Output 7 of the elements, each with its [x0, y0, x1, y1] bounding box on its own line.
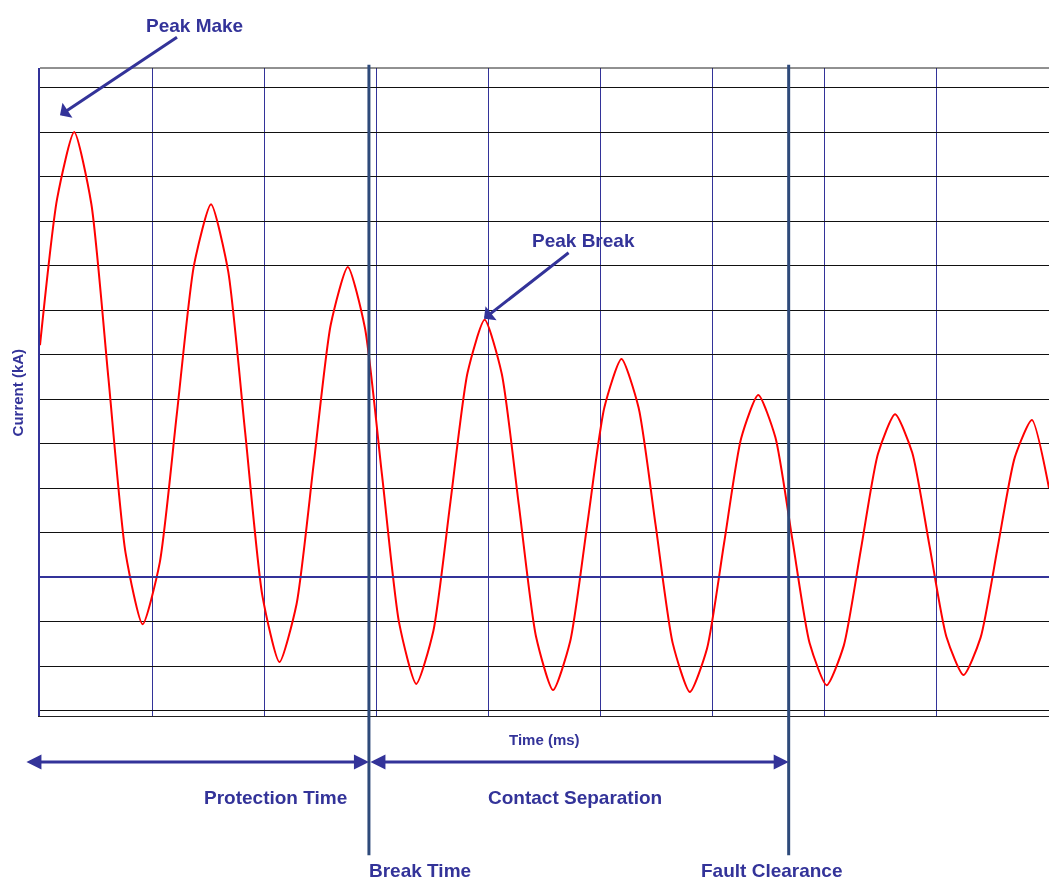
- text: Contact Separation: [488, 787, 663, 808]
- text: Break Time: [369, 860, 472, 881]
- text: Protection Time: [204, 787, 348, 808]
- y-axis-title: Current (kA): [9, 348, 27, 437]
- text: Fault Clearance: [701, 860, 843, 881]
- text: Peak Make: [146, 15, 244, 36]
- x-axis-title: Time (ms): [509, 731, 580, 748]
